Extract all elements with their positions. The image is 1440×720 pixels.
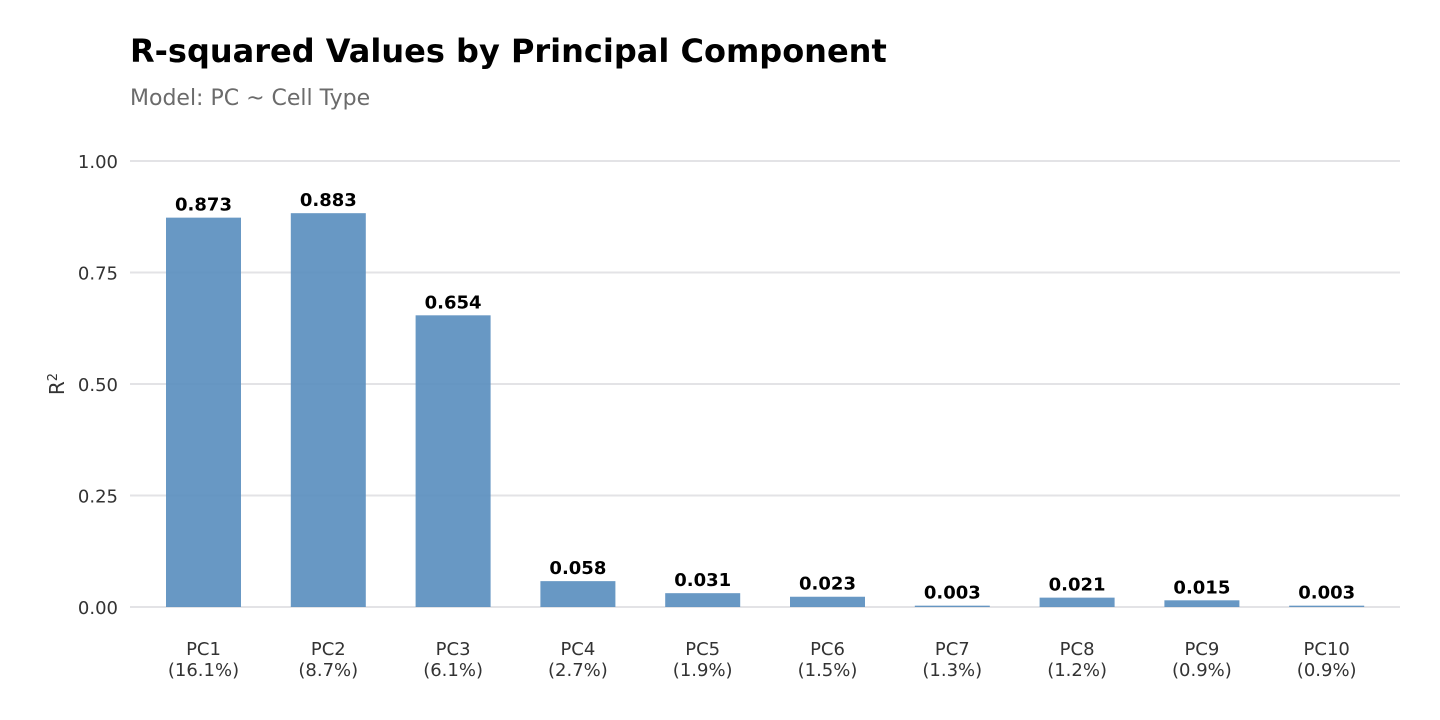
x-tick-label: PC6 bbox=[810, 639, 845, 660]
x-tick-sublabel: (16.1%) bbox=[168, 660, 239, 681]
x-tick-sublabel: (8.7%) bbox=[298, 660, 358, 681]
bar bbox=[540, 581, 616, 607]
x-tick-label: PC9 bbox=[1184, 639, 1219, 660]
bar-value-label: 0.031 bbox=[674, 570, 731, 591]
x-tick-sublabel: (0.9%) bbox=[1297, 660, 1357, 681]
bar-value-label: 0.003 bbox=[1298, 583, 1355, 604]
bar bbox=[790, 596, 865, 607]
bar bbox=[1289, 605, 1365, 607]
bars bbox=[166, 213, 1365, 607]
bar-value-label: 0.654 bbox=[425, 292, 482, 313]
chart-title: R-squared Values by Principal Component bbox=[130, 32, 887, 70]
chart-subtitle: Model: PC ~ Cell Type bbox=[130, 86, 371, 111]
x-tick-label: PC8 bbox=[1060, 639, 1095, 660]
bar-value-labels: 0.873 0.883 0.654 0.058 0.031 0.023 0.003 0.021… bbox=[175, 190, 1355, 603]
y-axis-ticks: 0.00 0.25 0.50 0.75 1.00 bbox=[78, 152, 118, 619]
y-tick-label: 0.75 bbox=[78, 264, 118, 285]
y-tick-label: 0.00 bbox=[78, 598, 118, 619]
bar-value-label: 0.873 bbox=[175, 195, 232, 216]
x-tick-label: PC7 bbox=[935, 639, 970, 660]
bar bbox=[290, 213, 366, 607]
y-tick-label: 1.00 bbox=[78, 152, 118, 173]
x-tick-sublabel: (1.2%) bbox=[1047, 660, 1107, 681]
bar bbox=[166, 217, 241, 607]
y-tick-label: 0.25 bbox=[78, 487, 118, 508]
x-tick-label: PC1 bbox=[186, 639, 221, 660]
x-tick-label: PC2 bbox=[311, 639, 346, 660]
bar-value-label: 0.058 bbox=[549, 558, 606, 579]
bar bbox=[914, 605, 990, 607]
x-tick-sublabel: (0.9%) bbox=[1172, 660, 1232, 681]
bar-value-label: 0.003 bbox=[924, 583, 981, 604]
x-tick-sublabel: (6.1%) bbox=[423, 660, 483, 681]
x-tick-label: PC3 bbox=[436, 639, 471, 660]
bar bbox=[1039, 597, 1115, 607]
x-tick-label: PC4 bbox=[560, 639, 595, 660]
bar bbox=[1164, 600, 1240, 607]
x-tick-sublabel: (2.7%) bbox=[548, 660, 608, 681]
bar-value-label: 0.883 bbox=[300, 190, 357, 211]
bar-value-label: 0.023 bbox=[799, 574, 856, 595]
y-axis-label-main: R bbox=[45, 381, 69, 395]
bar-value-label: 0.015 bbox=[1173, 577, 1230, 598]
x-tick-sublabel: (1.3%) bbox=[922, 660, 982, 681]
bar-value-label: 0.021 bbox=[1049, 575, 1106, 596]
bar bbox=[415, 315, 491, 607]
x-tick-sublabel: (1.5%) bbox=[798, 660, 858, 681]
y-axis-label: R2 bbox=[45, 373, 69, 395]
x-tick-sublabel: (1.9%) bbox=[673, 660, 733, 681]
x-tick-label: PC5 bbox=[685, 639, 720, 660]
x-axis-ticks: PC1(16.1%) PC2(8.7%) PC3(6.1%) PC4(2.7%) PC5… bbox=[168, 639, 1357, 681]
x-tick-label: PC10 bbox=[1304, 639, 1350, 660]
y-tick-label: 0.50 bbox=[78, 375, 118, 396]
y-axis-label-superscript: 2 bbox=[46, 373, 61, 381]
bar bbox=[665, 593, 741, 607]
